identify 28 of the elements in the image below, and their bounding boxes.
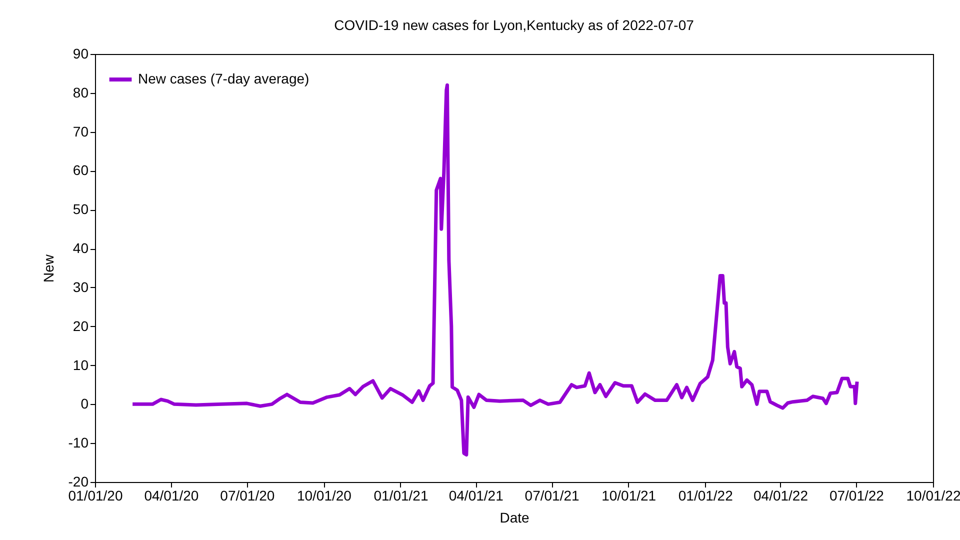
x-tick-label: 10/01/21 xyxy=(602,488,656,504)
legend-label: New cases (7-day average) xyxy=(138,70,310,86)
x-tick-label: 07/01/20 xyxy=(220,488,275,504)
x-tick-label: 04/01/21 xyxy=(448,488,504,504)
x-tick-label: 01/01/20 xyxy=(68,488,123,504)
x-tick-label: 07/01/21 xyxy=(524,488,580,504)
chart-title: COVID-19 new cases for Lyon,Kentucky as of 2022-07-07 xyxy=(334,17,694,33)
x-tick-label: 04/01/22 xyxy=(754,488,808,504)
x-tick-label: 07/01/22 xyxy=(829,488,884,504)
y-tick-label: 50 xyxy=(72,201,89,218)
y-tick-label: 80 xyxy=(72,84,89,100)
y-tick-label: 40 xyxy=(72,240,89,256)
y-axis-title: New xyxy=(40,254,56,283)
x-tick-label: 10/01/20 xyxy=(296,488,352,504)
y-tick-label: 30 xyxy=(72,278,89,295)
x-tick-label: 04/01/20 xyxy=(144,488,199,504)
x-tick-label: 01/01/21 xyxy=(374,488,428,504)
y-tick-label: 70 xyxy=(72,123,89,140)
y-tick-label: -20 xyxy=(68,474,89,490)
x-axis-title: Date xyxy=(500,510,530,526)
y-tick-label: 60 xyxy=(72,162,89,178)
y-tick-label: 90 xyxy=(72,46,89,62)
y-tick-label: -10 xyxy=(68,434,89,451)
x-tick-label: 10/01/22 xyxy=(906,488,960,504)
y-tick-label: 10 xyxy=(72,356,89,373)
y-tick-label: 0 xyxy=(80,396,89,412)
y-tick-label: 20 xyxy=(72,318,89,334)
x-tick-label: 01/01/22 xyxy=(678,488,734,504)
